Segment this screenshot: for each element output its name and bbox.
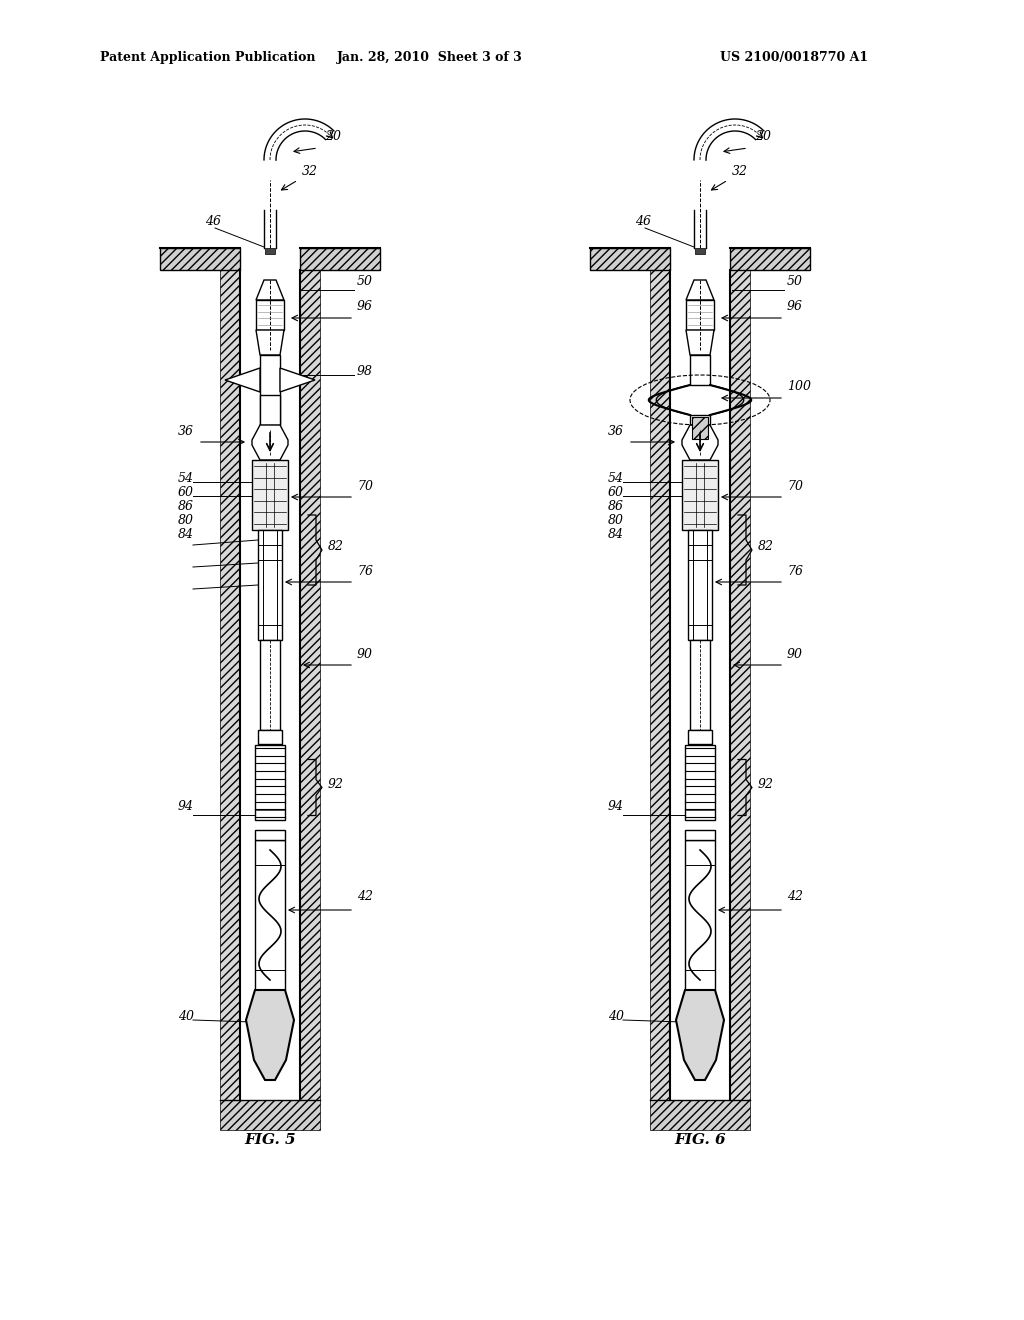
Text: 50: 50 xyxy=(357,275,373,288)
Polygon shape xyxy=(650,271,670,1100)
Text: 50: 50 xyxy=(787,275,803,288)
Polygon shape xyxy=(676,990,724,1080)
Polygon shape xyxy=(730,271,750,1100)
Text: 80: 80 xyxy=(178,513,194,527)
Text: 70: 70 xyxy=(787,480,803,492)
Text: 60: 60 xyxy=(608,486,624,499)
Polygon shape xyxy=(256,280,284,300)
Text: 42: 42 xyxy=(357,890,373,903)
Polygon shape xyxy=(252,425,288,459)
Polygon shape xyxy=(686,330,714,355)
Text: 46: 46 xyxy=(205,215,221,228)
Polygon shape xyxy=(280,368,315,392)
Text: 82: 82 xyxy=(758,540,774,553)
Polygon shape xyxy=(160,248,240,271)
Polygon shape xyxy=(258,531,282,640)
Polygon shape xyxy=(690,640,710,730)
Polygon shape xyxy=(692,417,708,440)
Polygon shape xyxy=(256,300,284,330)
Text: 36: 36 xyxy=(178,425,194,438)
Text: 96: 96 xyxy=(787,300,803,313)
Polygon shape xyxy=(685,830,715,840)
Text: 94: 94 xyxy=(178,800,194,813)
Polygon shape xyxy=(682,425,718,459)
Polygon shape xyxy=(255,840,285,990)
Polygon shape xyxy=(690,355,710,385)
Text: 42: 42 xyxy=(787,890,803,903)
Polygon shape xyxy=(682,459,718,531)
Polygon shape xyxy=(258,730,282,744)
Polygon shape xyxy=(220,1100,319,1130)
Polygon shape xyxy=(256,330,284,355)
Polygon shape xyxy=(252,459,288,531)
Text: 54: 54 xyxy=(178,473,194,484)
Text: 70: 70 xyxy=(357,480,373,492)
Polygon shape xyxy=(688,531,712,640)
Text: 46: 46 xyxy=(635,215,651,228)
Polygon shape xyxy=(688,730,712,744)
Text: 32: 32 xyxy=(732,165,748,178)
Text: 92: 92 xyxy=(328,777,344,791)
Text: FIG. 5: FIG. 5 xyxy=(244,1133,296,1147)
Polygon shape xyxy=(686,280,714,300)
Text: 40: 40 xyxy=(178,1010,194,1023)
Text: 60: 60 xyxy=(178,486,194,499)
Text: 20: 20 xyxy=(755,129,771,143)
Text: 76: 76 xyxy=(787,565,803,578)
Polygon shape xyxy=(690,414,710,425)
Polygon shape xyxy=(255,830,285,840)
Polygon shape xyxy=(255,744,285,820)
Text: 32: 32 xyxy=(302,165,318,178)
Bar xyxy=(265,248,275,253)
Text: US 2100/0018770 A1: US 2100/0018770 A1 xyxy=(720,51,868,65)
Polygon shape xyxy=(686,300,714,330)
Text: FIG. 6: FIG. 6 xyxy=(674,1133,726,1147)
Polygon shape xyxy=(246,990,294,1080)
Text: 76: 76 xyxy=(357,565,373,578)
Polygon shape xyxy=(225,368,260,392)
Polygon shape xyxy=(650,1100,750,1130)
Text: 100: 100 xyxy=(787,380,811,393)
Text: 84: 84 xyxy=(608,528,624,541)
Text: 94: 94 xyxy=(608,800,624,813)
Polygon shape xyxy=(590,248,670,271)
Text: 84: 84 xyxy=(178,528,194,541)
Polygon shape xyxy=(730,248,810,271)
Polygon shape xyxy=(260,640,280,730)
Bar xyxy=(695,248,705,253)
Polygon shape xyxy=(685,840,715,990)
Text: 90: 90 xyxy=(357,648,373,661)
Polygon shape xyxy=(685,744,715,820)
Polygon shape xyxy=(300,248,380,271)
Text: 98: 98 xyxy=(357,366,373,378)
Polygon shape xyxy=(260,395,280,425)
Text: 86: 86 xyxy=(178,500,194,513)
Text: 40: 40 xyxy=(608,1010,624,1023)
Polygon shape xyxy=(220,271,240,1100)
Text: 20: 20 xyxy=(325,129,341,143)
Text: 80: 80 xyxy=(608,513,624,527)
Text: 86: 86 xyxy=(608,500,624,513)
Polygon shape xyxy=(300,271,319,1100)
Text: 96: 96 xyxy=(357,300,373,313)
Text: 92: 92 xyxy=(758,777,774,791)
Polygon shape xyxy=(260,355,280,425)
Text: 90: 90 xyxy=(787,648,803,661)
Text: Patent Application Publication: Patent Application Publication xyxy=(100,51,315,65)
Text: Jan. 28, 2010  Sheet 3 of 3: Jan. 28, 2010 Sheet 3 of 3 xyxy=(337,51,523,65)
Text: 36: 36 xyxy=(608,425,624,438)
Text: 54: 54 xyxy=(608,473,624,484)
Text: 82: 82 xyxy=(328,540,344,553)
